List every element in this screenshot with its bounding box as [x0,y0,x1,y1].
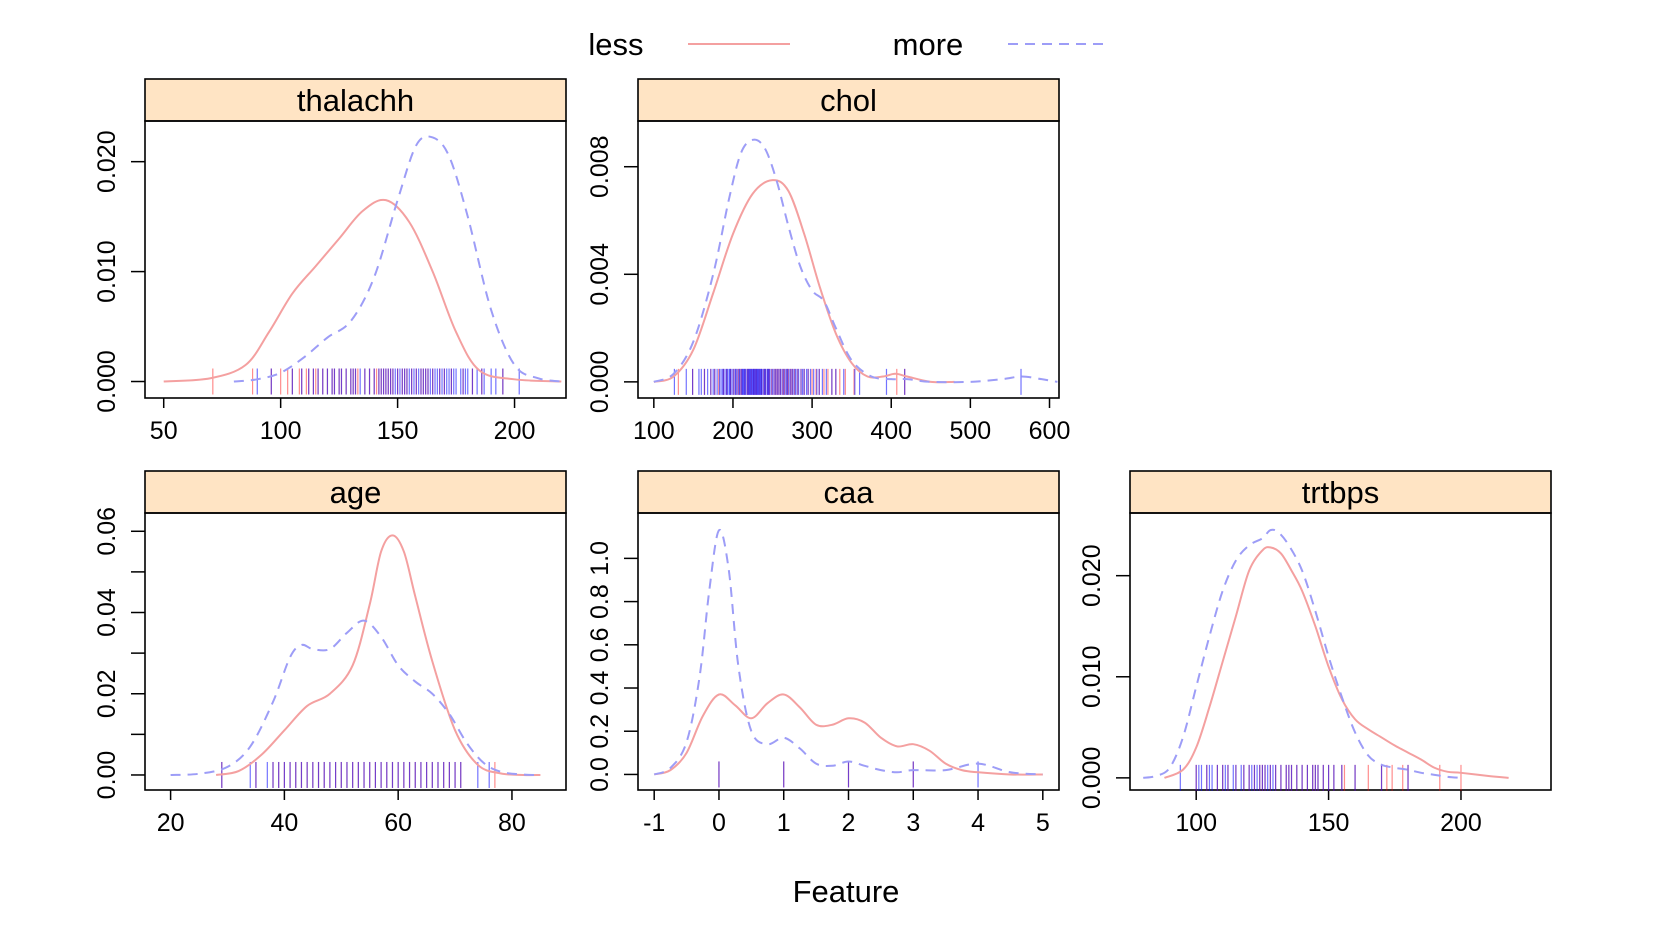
x-tick-label: 500 [950,417,992,445]
legend-label-less: less [588,27,643,62]
x-tick-label: 300 [791,417,833,445]
series-line-more [653,528,1043,776]
x-tick-label: 100 [260,417,302,445]
y-tick-label: 0.04 [93,588,121,637]
x-tick-label: 200 [712,417,754,445]
strip-thalachh [144,78,567,122]
y-tick-label: 0.008 [586,135,614,198]
series-line-less [653,179,955,384]
plot-area-age [144,512,567,791]
x-axis-label: Feature [793,874,900,909]
x-tick-label: 100 [1175,809,1217,837]
x-tick-label: 20 [157,809,185,837]
series-line-less [653,693,1043,776]
y-tick-label: 0.6 [586,627,614,662]
panel-caa: caa -1 0 1 2 3 4 5 0.0 0.2 0.4 0.6 0.8 1.0 [586,470,1060,837]
series-line-less [163,198,562,383]
x-tick-label: 50 [150,417,178,445]
x-tick-label: 60 [384,809,412,837]
panel-title-trtbps: trtbps [1302,475,1380,510]
y-tick-label: 0.020 [93,130,121,193]
x-tick-label: 5 [1036,809,1050,837]
panel-title-thalachh: thalachh [297,83,414,118]
y-tick-label: 0.8 [586,584,614,619]
y-tick-label: 0.06 [93,507,121,556]
y-tick-label: 0.02 [93,669,121,718]
y-tick-label: 0.000 [93,350,121,413]
plot-area-chol [637,120,1060,399]
x-tick-label: 200 [1440,809,1482,837]
x-tick-label: 150 [377,417,419,445]
plot-area-trtbps [1129,512,1552,791]
panel-title-chol: chol [820,83,877,118]
series-line-less [215,534,541,777]
series-line-more [170,619,541,776]
y-tick-label: 0.4 [586,671,614,706]
x-tick-label: 2 [842,809,856,837]
y-tick-label: 0.0 [586,757,614,792]
series-line-more [233,135,562,383]
panel-age: age 20 40 60 80 0.00 0.02 0.04 0.06 [93,470,567,837]
panel-chol: chol 100 200 300 400 500 600 0.000 0.004 0.008 [586,78,1071,445]
x-tick-label: 80 [498,809,526,837]
y-tick-label: 0.000 [586,351,614,414]
y-tick-label: 0.010 [1078,645,1106,708]
x-tick-label: 400 [870,417,912,445]
y-tick-label: 0.2 [586,714,614,749]
panel-title-age: age [330,475,382,510]
series-line-less [1164,546,1509,779]
y-tick-label: 0.010 [93,240,121,303]
x-tick-label: 100 [633,417,675,445]
panel-title-caa: caa [824,475,875,510]
y-tick-label: 0.004 [586,243,614,306]
x-tick-label: 40 [270,809,298,837]
x-tick-label: -1 [643,809,665,837]
x-tick-label: 3 [906,809,920,837]
legend: less more [588,27,1110,62]
x-tick-label: 200 [494,417,536,445]
panel-trtbps: trtbps 100 150 200 0.000 0.010 0.020 [1078,470,1552,837]
y-tick-label: 1.0 [586,541,614,576]
x-tick-label: 0 [712,809,726,837]
legend-label-more: more [893,27,964,62]
y-tick-label: 0.000 [1078,747,1106,810]
series-line-more [1143,528,1462,779]
x-tick-label: 1 [777,809,791,837]
strip-trtbps [1129,470,1552,514]
x-tick-label: 4 [971,809,985,837]
x-tick-label: 150 [1308,809,1350,837]
series-line-more [653,138,1058,384]
plot-area-caa [637,512,1060,791]
x-tick-label: 600 [1029,417,1071,445]
panel-thalachh: thalachh 50 100 150 200 0.000 0.010 0.020 [93,78,567,445]
y-tick-label: 0.020 [1078,544,1106,607]
y-tick-label: 0.00 [93,751,121,800]
strip-caa [637,470,1060,514]
plot-area-thalachh [144,120,567,399]
